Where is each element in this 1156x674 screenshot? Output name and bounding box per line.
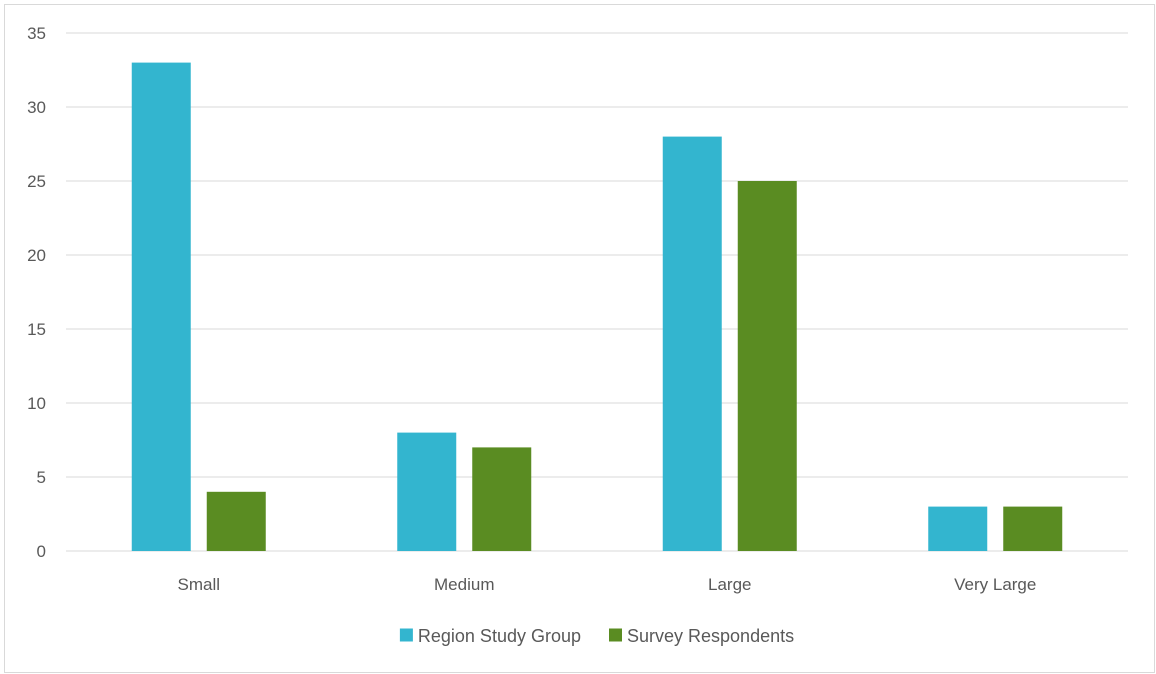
bar-region-study-group-large	[662, 136, 722, 551]
y-tick-label: 5	[37, 468, 46, 487]
x-axis-tick-labels: Small Medium Large Very Large	[177, 575, 1036, 594]
bar-survey-respondents-small	[206, 491, 266, 551]
y-tick-label: 20	[27, 246, 46, 265]
bar-survey-respondents-medium	[472, 447, 532, 551]
x-tick-label: Large	[708, 575, 751, 594]
y-tick-label: 15	[27, 320, 46, 339]
bar-region-study-group-medium	[397, 432, 457, 551]
bars	[131, 62, 1063, 551]
x-tick-label: Very Large	[954, 575, 1036, 594]
bar-region-study-group-small	[131, 62, 191, 551]
legend: Region Study Group Survey Respondents	[399, 626, 794, 646]
y-tick-label: 30	[27, 98, 46, 117]
y-tick-label: 0	[37, 542, 46, 561]
legend-swatch	[609, 628, 622, 642]
y-tick-label: 10	[27, 394, 46, 413]
bar-survey-respondents-large	[737, 181, 797, 551]
chart-frame	[4, 4, 1155, 673]
legend-swatch	[399, 628, 413, 642]
bar-survey-respondents-very-large	[1003, 506, 1063, 551]
gridlines	[66, 32, 1128, 552]
y-tick-label: 25	[27, 172, 46, 191]
legend-label: Region Study Group	[418, 626, 581, 646]
y-tick-label: 35	[27, 24, 46, 43]
x-tick-label: Small	[177, 575, 220, 594]
y-axis-tick-labels: 0 5 10 15 20 25 30 35	[27, 24, 46, 561]
bar-region-study-group-very-large	[928, 506, 988, 551]
legend-label: Survey Respondents	[627, 626, 794, 646]
x-tick-label: Medium	[434, 575, 494, 594]
